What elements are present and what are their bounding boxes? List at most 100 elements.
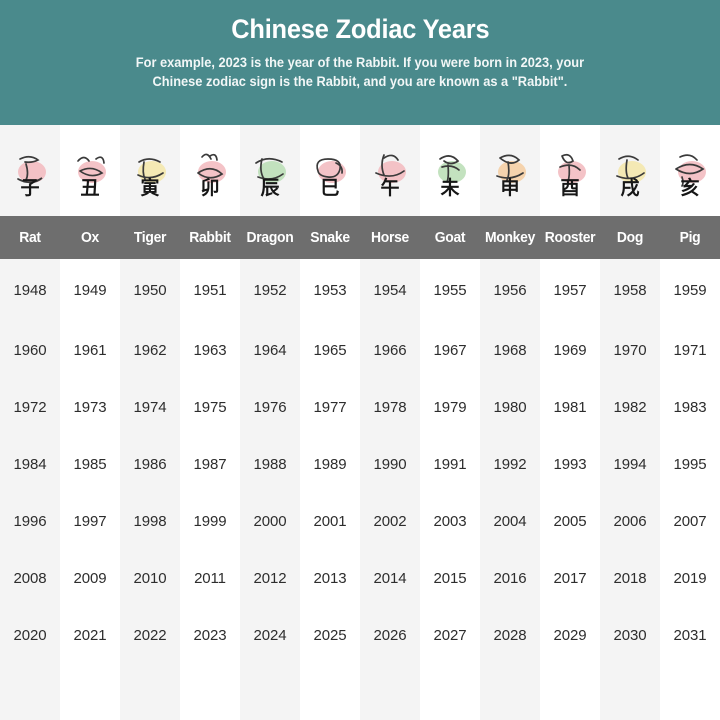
year-cell[interactable]: 2025 [313,627,347,644]
year-cell[interactable]: 1978 [373,399,407,416]
year-cell[interactable]: 2023 [193,627,227,644]
year-cell[interactable]: 1966 [373,342,407,359]
zodiac-icon-cell[interactable]: 辰 [240,125,300,216]
year-cell[interactable]: 1998 [133,513,167,530]
year-cell[interactable]: 1996 [13,513,47,530]
year-cell[interactable]: 1968 [493,342,527,359]
year-cell[interactable]: 2006 [613,513,647,530]
zodiac-icon-cell[interactable]: 卯 [180,125,240,216]
zodiac-label-dragon[interactable]: Dragon [246,229,294,246]
year-cell[interactable]: 1970 [613,342,647,359]
year-cell[interactable]: 1980 [493,399,527,416]
year-cell[interactable]: 1949 [73,282,107,299]
year-cell[interactable]: 1952 [253,282,287,299]
year-cell[interactable]: 2015 [433,570,467,587]
year-cell[interactable]: 1974 [133,399,167,416]
year-cell[interactable]: 1976 [253,399,287,416]
year-cell[interactable]: 2000 [253,513,287,530]
year-cell[interactable]: 1983 [673,399,707,416]
year-cell[interactable]: 1958 [613,282,647,299]
year-cell[interactable]: 1999 [193,513,227,530]
year-cell[interactable]: 1989 [313,456,347,473]
zodiac-icon-cell[interactable]: 寅 [120,125,180,216]
year-cell[interactable]: 1951 [193,282,227,299]
year-cell[interactable]: 2003 [433,513,467,530]
year-cell[interactable]: 1963 [193,342,227,359]
year-cell[interactable]: 2012 [253,570,287,587]
zodiac-label-ox[interactable]: Ox [81,229,99,246]
year-cell[interactable]: 1955 [433,282,467,299]
year-cell[interactable]: 2004 [493,513,527,530]
year-cell[interactable]: 1962 [133,342,167,359]
year-cell[interactable]: 2019 [673,570,707,587]
year-cell[interactable]: 2013 [313,570,347,587]
year-cell[interactable]: 2005 [553,513,587,530]
year-cell[interactable]: 2029 [553,627,587,644]
zodiac-label-rooster[interactable]: Rooster [544,229,596,246]
year-cell[interactable]: 1954 [373,282,407,299]
zodiac-icon-cell[interactable]: 申 [480,125,540,216]
zodiac-label-pig[interactable]: Pig [679,229,701,246]
year-cell[interactable]: 1997 [73,513,107,530]
year-cell[interactable]: 2018 [613,570,647,587]
year-cell[interactable]: 1977 [313,399,347,416]
year-cell[interactable]: 1965 [313,342,347,359]
year-cell[interactable]: 2022 [133,627,167,644]
year-cell[interactable]: 1975 [193,399,227,416]
year-cell[interactable]: 2016 [493,570,527,587]
year-cell[interactable]: 1973 [73,399,107,416]
year-cell[interactable]: 1960 [13,342,47,359]
year-cell[interactable]: 2021 [73,627,107,644]
year-cell[interactable]: 2008 [13,570,47,587]
year-cell[interactable]: 2011 [194,570,226,587]
zodiac-icon-cell[interactable]: 子 [0,125,60,216]
year-cell[interactable]: 1972 [13,399,47,416]
year-cell[interactable]: 1959 [673,282,707,299]
zodiac-label-goat[interactable]: Goat [434,229,466,246]
year-cell[interactable]: 2014 [373,570,407,587]
year-cell[interactable]: 1953 [313,282,347,299]
year-cell[interactable]: 2020 [13,627,47,644]
zodiac-icon-cell[interactable]: 巳 [300,125,360,216]
year-cell[interactable]: 1964 [253,342,287,359]
year-cell[interactable]: 1986 [133,456,167,473]
year-cell[interactable]: 2024 [253,627,287,644]
year-cell[interactable]: 1957 [553,282,587,299]
year-cell[interactable]: 1956 [493,282,527,299]
year-cell[interactable]: 2010 [133,570,167,587]
year-cell[interactable]: 1985 [73,456,107,473]
year-cell[interactable]: 1967 [433,342,467,359]
year-cell[interactable]: 1991 [433,456,467,473]
year-cell[interactable]: 1995 [673,456,707,473]
year-cell[interactable]: 2009 [73,570,107,587]
zodiac-label-rat[interactable]: Rat [19,229,41,246]
year-cell[interactable]: 2001 [313,513,347,530]
year-cell[interactable]: 2030 [613,627,647,644]
year-cell[interactable]: 1948 [13,282,47,299]
year-cell[interactable]: 1988 [253,456,287,473]
year-cell[interactable]: 2031 [673,627,707,644]
zodiac-label-tiger[interactable]: Tiger [133,229,167,246]
year-cell[interactable]: 2028 [493,627,527,644]
zodiac-icon-cell[interactable]: 午 [360,125,420,216]
year-cell[interactable]: 1994 [613,456,647,473]
year-cell[interactable]: 1971 [673,342,707,359]
year-cell[interactable]: 1969 [553,342,587,359]
year-cell[interactable]: 1982 [613,399,647,416]
year-cell[interactable]: 1961 [73,342,107,359]
year-cell[interactable]: 2002 [373,513,407,530]
year-cell[interactable]: 2026 [373,627,407,644]
year-cell[interactable]: 1984 [13,456,47,473]
year-cell[interactable]: 1993 [553,456,587,473]
zodiac-icon-cell[interactable]: 戌 [600,125,660,216]
year-cell[interactable]: 1979 [433,399,467,416]
zodiac-icon-cell[interactable]: 酉 [540,125,600,216]
year-cell[interactable]: 1981 [553,399,587,416]
year-cell[interactable]: 1950 [133,282,167,299]
year-cell[interactable]: 2017 [553,570,587,587]
zodiac-label-monkey[interactable]: Monkey [484,229,536,246]
year-cell[interactable]: 1992 [493,456,527,473]
zodiac-icon-cell[interactable]: 丑 [60,125,120,216]
year-cell[interactable]: 1987 [193,456,227,473]
year-cell[interactable]: 2007 [673,513,707,530]
